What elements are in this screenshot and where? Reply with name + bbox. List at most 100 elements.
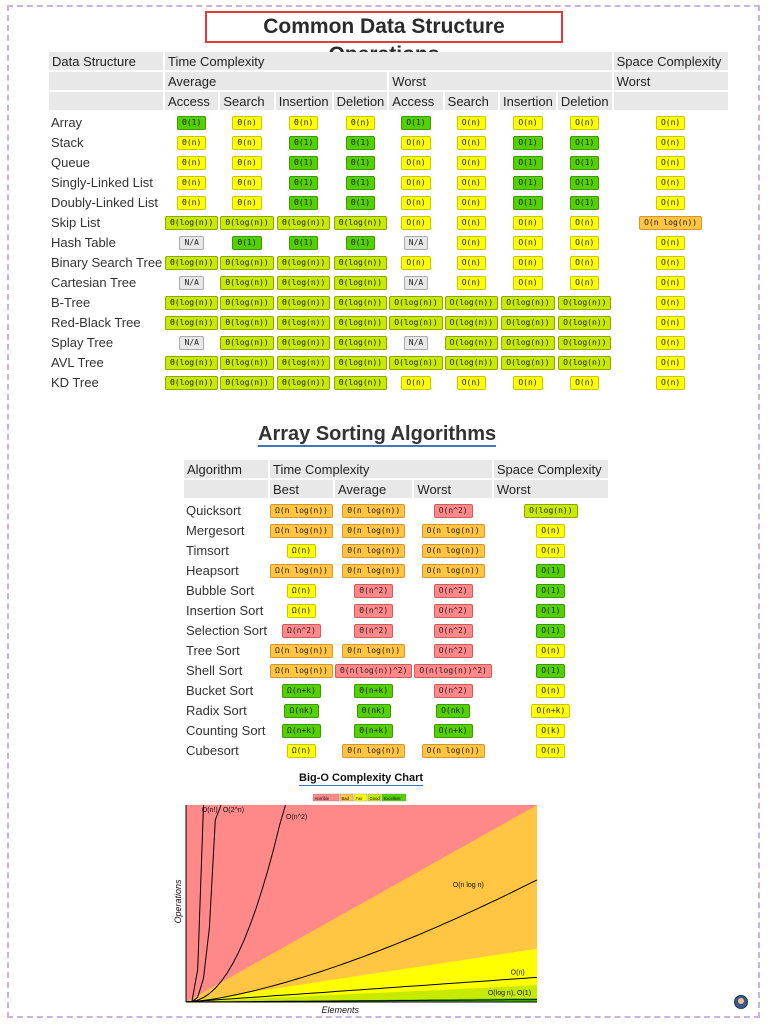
table-row: Queue Θ(n) Θ(n) Θ(1) Θ(1) O(n) O(n) O(1) O(1) O(n… bbox=[49, 152, 728, 172]
complexity-cell: Ω(n log(n)) bbox=[270, 560, 333, 580]
region-bad bbox=[186, 805, 537, 1002]
complexity-badge: O(n^2) bbox=[433, 683, 473, 698]
row-label: Binary Search Tree bbox=[51, 254, 163, 270]
complexity-cell: Θ(log(n)) bbox=[220, 272, 274, 292]
region-good bbox=[186, 985, 537, 1002]
complexity-badge: Θ(log(n)) bbox=[333, 355, 388, 370]
header-blank bbox=[49, 92, 163, 112]
complexity-cell: Θ(n) bbox=[220, 132, 273, 152]
complexity-badge: Θ(n) bbox=[345, 115, 376, 130]
col-header-op: Access bbox=[165, 92, 219, 112]
complexity-badge: Θ(log(n)) bbox=[220, 375, 274, 390]
complexity-badge: O(1) bbox=[536, 563, 566, 578]
complexity-badge: N/A bbox=[179, 335, 204, 350]
complexity-cell: Ω(n^2) bbox=[270, 620, 333, 640]
region-fair bbox=[186, 948, 537, 1002]
complexity-cell: Θ(log(n)) bbox=[220, 252, 274, 272]
complexity-badge: Θ(n log(n)) bbox=[342, 563, 406, 578]
complexity-cell: O(n+k) bbox=[494, 700, 608, 720]
complexity-badge: O(n) bbox=[655, 335, 686, 350]
complexity-cell: O(log(n)) bbox=[558, 312, 612, 332]
sorting-section-title[interactable]: Array Sorting Algorithms bbox=[258, 423, 497, 447]
complexity-cell: O(1) bbox=[494, 580, 608, 600]
row-label: Skip List bbox=[51, 214, 101, 230]
row-label: Stack bbox=[51, 134, 84, 150]
complexity-badge: O(n) bbox=[570, 255, 600, 270]
complexity-badge: N/A bbox=[179, 275, 204, 290]
complexity-badge: O(n) bbox=[536, 683, 566, 698]
legend-label: Bad bbox=[342, 796, 350, 801]
complexity-badge: O(n) bbox=[655, 175, 686, 190]
complexity-cell: O(1) bbox=[558, 132, 612, 152]
avatar-icon[interactable] bbox=[734, 995, 748, 1009]
complexity-cell: O(n^2) bbox=[414, 620, 491, 640]
complexity-cell: Ω(n log(n)) bbox=[270, 640, 333, 660]
data-structure-operations-table: Data Structure Time Complexity Space Com… bbox=[47, 52, 730, 392]
col-header-op: Insertion bbox=[275, 92, 332, 112]
complexity-cell: Θ(n+k) bbox=[335, 720, 412, 740]
complexity-cell: O(n) bbox=[614, 232, 728, 252]
col-header-op: Deletion bbox=[557, 92, 612, 112]
chart-title[interactable]: Big-O Complexity Chart bbox=[299, 772, 424, 786]
col-header-time-complexity: Time Complexity bbox=[165, 52, 612, 72]
curve-label: O(n log n) bbox=[453, 882, 484, 889]
row-label: Timsort bbox=[186, 542, 229, 558]
complexity-cell: Θ(n) bbox=[165, 132, 218, 152]
complexity-badge: O(n) bbox=[456, 155, 486, 170]
page-title: Common Data Structure Operations bbox=[205, 11, 563, 66]
complexity-cell: Θ(n+k) bbox=[335, 680, 412, 700]
complexity-cell: O(log(n)) bbox=[494, 500, 608, 520]
complexity-cell: O(n) bbox=[445, 252, 498, 272]
table-row: AVL Tree Θ(log(n)) Θ(log(n)) Θ(log(n)) Θ(log… bbox=[49, 352, 728, 372]
complexity-cell: Θ(log(n)) bbox=[276, 352, 332, 372]
complexity-badge: Ω(n) bbox=[286, 743, 317, 758]
complexity-cell: Θ(log(n)) bbox=[333, 292, 388, 312]
complexity-cell: O(n) bbox=[614, 372, 728, 392]
complexity-cell: O(n) bbox=[445, 192, 498, 212]
complexity-badge: Θ(log(n)) bbox=[333, 215, 388, 230]
complexity-cell: O(n) bbox=[614, 152, 728, 172]
complexity-cell: Θ(log(n)) bbox=[333, 272, 388, 292]
table-row: Insertion Sort Ω(n) Θ(n^2) O(n^2) O(1) bbox=[184, 600, 608, 620]
complexity-badge: Θ(n log(n)) bbox=[342, 503, 406, 518]
complexity-cell: O(1) bbox=[494, 660, 608, 680]
complexity-cell: Ω(nk) bbox=[270, 700, 333, 720]
complexity-cell: O(n) bbox=[614, 192, 728, 212]
complexity-cell: Θ(log(n)) bbox=[276, 252, 332, 272]
complexity-cell: O(n) bbox=[445, 112, 498, 132]
table-row: Binary Search Tree Θ(log(n)) Θ(log(n)) Θ(lo… bbox=[49, 252, 728, 272]
complexity-badge: O(n) bbox=[536, 743, 566, 758]
legend-label: Horrible bbox=[315, 796, 330, 801]
complexity-badge: O(n) bbox=[513, 215, 543, 230]
complexity-badge: O(n) bbox=[536, 643, 566, 658]
row-label: Insertion Sort bbox=[186, 602, 264, 618]
complexity-badge: O(n) bbox=[401, 195, 431, 210]
complexity-cell: O(n) bbox=[558, 232, 612, 252]
complexity-badge: O(1) bbox=[513, 195, 543, 210]
row-label: Queue bbox=[51, 154, 91, 170]
complexity-cell: Θ(n^2) bbox=[335, 600, 412, 620]
curve-quadratic bbox=[185, 804, 286, 1003]
complexity-cell: Ω(n+k) bbox=[270, 680, 333, 700]
complexity-cell: O(n(log(n))^2) bbox=[414, 660, 492, 680]
complexity-cell: Θ(n log(n)) bbox=[335, 520, 412, 540]
complexity-cell: O(n) bbox=[614, 352, 728, 372]
complexity-badge: O(n) bbox=[570, 235, 600, 250]
complexity-badge: O(1) bbox=[513, 155, 543, 170]
complexity-badge: Ω(n) bbox=[286, 583, 317, 598]
complexity-badge: O(n) bbox=[456, 135, 486, 150]
complexity-cell: O(log(n)) bbox=[389, 312, 443, 332]
col-header-worst: Worst bbox=[414, 480, 492, 500]
complexity-cell: O(n) bbox=[614, 132, 728, 152]
row-label: Heapsort bbox=[186, 562, 239, 578]
complexity-badge: Ω(n log(n)) bbox=[270, 663, 333, 678]
complexity-badge: O(k) bbox=[536, 723, 566, 738]
complexity-badge: O(n) bbox=[456, 195, 486, 210]
col-header-op: Deletion bbox=[333, 92, 388, 112]
complexity-cell: Θ(n) bbox=[220, 112, 273, 132]
complexity-cell: Θ(log(n)) bbox=[333, 372, 388, 392]
complexity-badge: O(1) bbox=[570, 175, 600, 190]
complexity-cell: O(log(n)) bbox=[500, 332, 556, 352]
complexity-badge: Θ(n log(n)) bbox=[342, 743, 406, 758]
complexity-cell: O(n) bbox=[614, 272, 728, 292]
